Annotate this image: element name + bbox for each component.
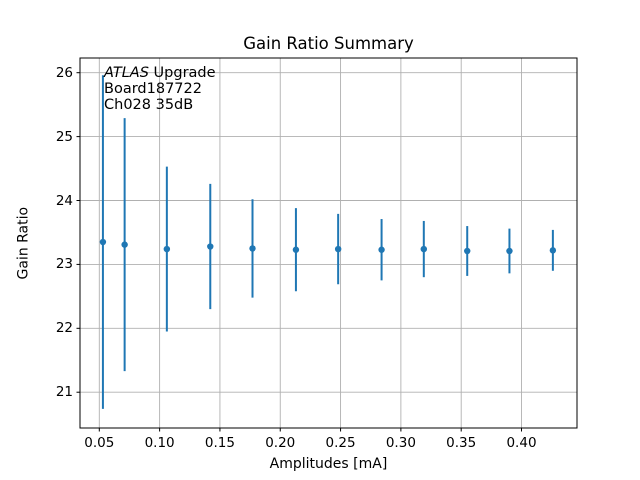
x-tick-label: 0.15 <box>204 435 235 451</box>
y-tick-label: 22 <box>55 320 73 337</box>
x-tick-label: 0.05 <box>84 435 115 451</box>
data-point-marker <box>549 247 557 254</box>
y-tick-label: 26 <box>55 64 73 81</box>
y-axis-label: Gain Ratio <box>15 206 32 280</box>
y-tick-label: 21 <box>55 384 73 401</box>
annotation-line-2: Board187722 <box>104 80 202 97</box>
data-point-marker <box>292 246 300 253</box>
axes-frame <box>79 57 578 429</box>
data-point-marker <box>207 243 214 250</box>
x-tick-label: 0.40 <box>506 435 537 451</box>
annotation-line-3: Ch028 35dB <box>104 96 194 113</box>
annotation-line-1: ATLAS Upgrade <box>104 65 216 82</box>
y-tick-label: 25 <box>55 128 73 145</box>
data-point-marker <box>121 241 128 248</box>
annotation-experiment-name: ATLAS <box>104 65 149 81</box>
y-tick-label: 24 <box>55 192 73 209</box>
data-point-marker <box>506 247 513 255</box>
data-point-marker <box>334 245 342 253</box>
data-point-marker <box>249 245 256 252</box>
x-axis-label: Amplitudes [mA] <box>269 456 388 472</box>
x-tick-label: 0.30 <box>385 435 416 451</box>
annotation-line-1-rest: Upgrade <box>148 65 216 81</box>
y-tick-label: 23 <box>55 256 73 273</box>
data-point-marker <box>99 238 107 246</box>
chart-title: Gain Ratio Summary <box>243 34 414 53</box>
annotation: ATLAS Upgrade Board187722 Ch028 35dB <box>104 65 216 113</box>
data-point-marker <box>163 245 171 253</box>
x-tick-label: 0.10 <box>144 435 175 451</box>
x-tick-label: 0.35 <box>446 435 477 451</box>
data-point-marker <box>464 247 471 255</box>
data-point-marker <box>420 245 427 253</box>
x-tick-label: 0.25 <box>325 435 356 451</box>
x-tick-label: 0.20 <box>265 435 296 451</box>
data-point-marker <box>378 246 385 253</box>
